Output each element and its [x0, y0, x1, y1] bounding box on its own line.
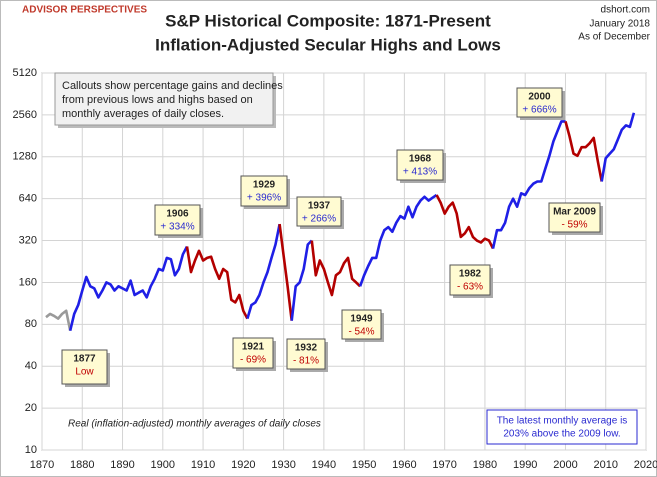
callout-box — [232, 337, 274, 369]
callout-box — [286, 338, 326, 370]
x-tick-label: 1950 — [352, 459, 376, 471]
line-segment — [310, 240, 362, 297]
y-tick-label: 320 — [19, 234, 37, 246]
callout-box — [516, 87, 563, 118]
x-tick-label: 1940 — [312, 459, 336, 471]
x-tick-label: 1960 — [392, 459, 416, 471]
callout-box — [154, 204, 201, 236]
y-tick-label: 160 — [19, 276, 37, 288]
line-segment — [491, 120, 566, 249]
y-tick-label: 40 — [25, 360, 37, 372]
x-tick-label: 1870 — [30, 459, 54, 471]
callout-text: + 666% — [522, 105, 556, 116]
callout-box — [296, 196, 342, 227]
line-segment — [600, 112, 636, 182]
y-tick-label: 1280 — [13, 151, 37, 163]
latest-text: 203% above the 2009 low. — [503, 429, 620, 440]
callout-title: 1968 — [409, 154, 432, 165]
chart-title: S&P Historical Composite: 1871-Present — [165, 11, 491, 30]
source-date: January 2018 — [589, 19, 650, 30]
callout-box — [240, 175, 288, 207]
callout-text: - 63% — [457, 282, 483, 293]
brand: ADVISOR PERSPECTIVES — [22, 5, 147, 16]
callout-title: 1921 — [242, 342, 265, 353]
y-tick-label: 80 — [25, 318, 37, 330]
latest-text: The latest monthly average is — [497, 416, 628, 427]
callout-title: 1906 — [166, 209, 189, 220]
callout-box — [61, 349, 108, 385]
line-segment — [68, 245, 189, 332]
callout-box — [449, 264, 491, 296]
callout-title: Mar 2009 — [553, 207, 596, 218]
y-tick-label: 2560 — [13, 109, 37, 121]
line-segment — [564, 121, 603, 182]
line-segment — [435, 194, 495, 250]
callout-title: 2000 — [528, 92, 551, 103]
callout-box — [341, 309, 382, 340]
x-tick-label: 2010 — [593, 459, 617, 471]
note-text: monthly averages of daily closes. — [62, 108, 224, 120]
x-tick-label: 1980 — [473, 459, 497, 471]
callout-title: 1932 — [295, 343, 318, 354]
y-tick-label: 5120 — [13, 67, 37, 79]
x-tick-label: 2020 — [634, 459, 657, 471]
callout-text: + 396% — [247, 193, 281, 204]
callout-title: 1877 — [73, 354, 96, 365]
callout-title: 1982 — [459, 269, 482, 280]
chart-subtitle: Inflation-Adjusted Secular Highs and Low… — [155, 35, 501, 54]
callout-title: 1929 — [253, 180, 276, 191]
callout-title: 1949 — [350, 314, 373, 325]
x-tick-label: 1910 — [191, 459, 215, 471]
callout-title: 1937 — [308, 201, 331, 212]
x-tick-label: 1930 — [271, 459, 295, 471]
source: dshort.com — [601, 5, 650, 16]
callout-text: Low — [75, 367, 94, 378]
note-box — [54, 72, 274, 126]
callout-text: - 54% — [348, 327, 374, 338]
y-tick-label: 640 — [19, 193, 37, 205]
line-segment — [185, 246, 249, 320]
callout-text: + 334% — [160, 222, 194, 233]
y-tick-label: 10 — [25, 444, 37, 456]
x-tick-label: 1880 — [70, 459, 94, 471]
line-segment — [45, 309, 72, 331]
line-segment — [246, 223, 281, 319]
callout-box — [396, 149, 444, 181]
callout-text: + 413% — [403, 167, 437, 178]
latest-box — [486, 409, 638, 445]
line-segment — [278, 223, 293, 321]
callout-text: - 81% — [293, 356, 319, 367]
x-tick-label: 1920 — [231, 459, 255, 471]
callout-box — [548, 202, 601, 233]
callout-text: + 266% — [302, 214, 336, 225]
x-tick-label: 2000 — [553, 459, 577, 471]
x-tick-label: 1900 — [151, 459, 175, 471]
note-text: from previous lows and highs based on — [62, 94, 253, 106]
x-tick-label: 1890 — [110, 459, 134, 471]
x-tick-label: 1990 — [513, 459, 537, 471]
footnote: Real (inflation-adjusted) monthly averag… — [68, 419, 321, 430]
x-tick-label: 1970 — [432, 459, 456, 471]
line-segment — [358, 193, 438, 287]
line-segment — [290, 239, 313, 321]
callout-text: - 59% — [561, 220, 587, 231]
callout-text: - 69% — [240, 355, 266, 366]
note-text: Callouts show percentage gains and decli… — [62, 80, 283, 92]
y-tick-label: 20 — [25, 402, 37, 414]
source-as-of: As of December — [578, 32, 650, 43]
